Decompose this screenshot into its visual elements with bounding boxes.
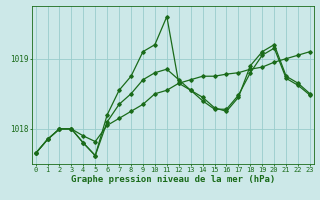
X-axis label: Graphe pression niveau de la mer (hPa): Graphe pression niveau de la mer (hPa) <box>71 175 275 184</box>
